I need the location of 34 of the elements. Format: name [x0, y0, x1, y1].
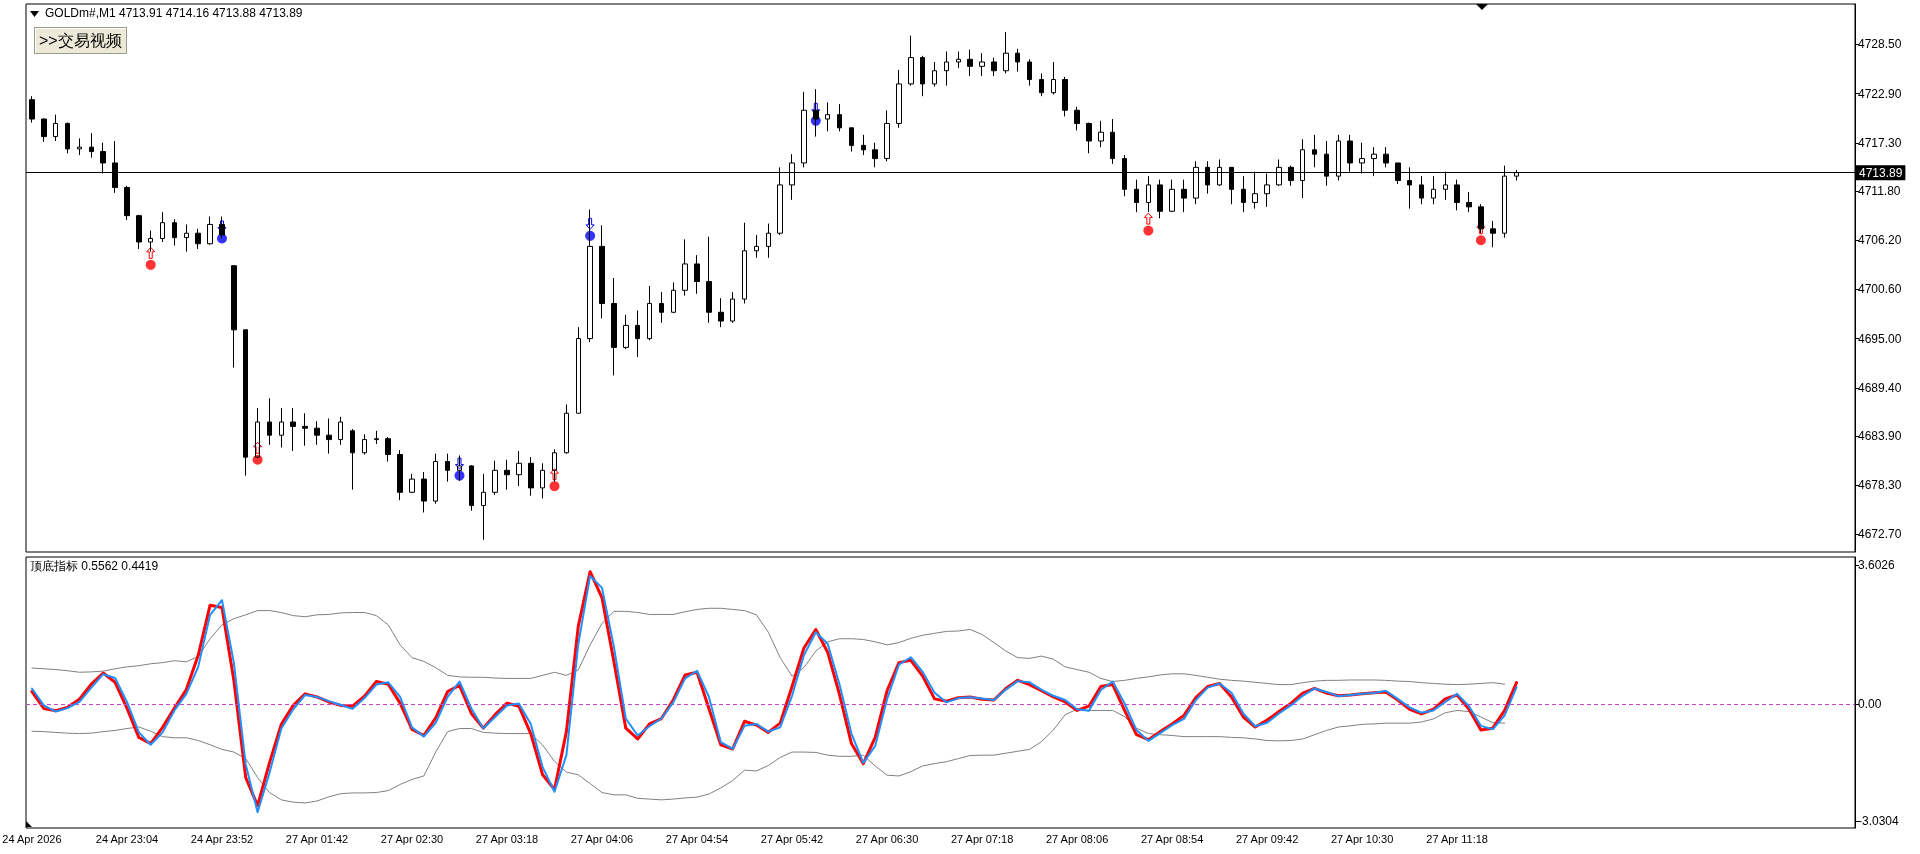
chart-title: 顶底指标 0.5562 0.4419	[30, 559, 159, 573]
y-tick-label: 4722.90	[1858, 86, 1902, 101]
y-tick-label: 4678.30	[1858, 478, 1902, 493]
x-tick-label: 27 Apr 09:42	[1235, 832, 1299, 845]
x-tick-label: 27 Apr 08:06	[1045, 832, 1109, 845]
x-tick-label: 27 Apr 01:42	[285, 832, 349, 845]
y-tick-label: 4706.20	[1858, 233, 1902, 248]
x-tick-label: 27 Apr 11:18	[1426, 832, 1488, 845]
y-tick-label: 4728.50	[1858, 37, 1902, 52]
x-tick-label: 27 Apr 05:42	[760, 832, 824, 845]
x-tick-label: 27 Apr 06:30	[855, 832, 919, 845]
ref-line-label: 4713.89	[1859, 165, 1903, 180]
y-tick-label: 3.6026	[1858, 558, 1896, 573]
x-tick-label: 27 Apr 07:18	[950, 832, 1014, 845]
y-tick-label: 4683.90	[1858, 429, 1902, 444]
y-tick-label: 4700.60	[1858, 282, 1902, 297]
y-tick-label: 0.00	[1858, 697, 1882, 712]
chart-title: GOLDm#,M1 4713.91 4714.16 4713.88 4713.89	[45, 6, 303, 20]
y-tick-label: 4711.80	[1858, 184, 1901, 199]
x-tick-label: 27 Apr 04:06	[570, 832, 634, 845]
x-tick-label: 24 Apr 2026	[2, 832, 62, 845]
y-tick-label: 4695.00	[1858, 331, 1902, 346]
x-tick-label: 24 Apr 23:52	[190, 832, 254, 845]
x-tick-label: 27 Apr 03:18	[475, 832, 539, 845]
y-tick-label: 4717.30	[1858, 135, 1902, 150]
button: >>交易视频	[34, 27, 127, 54]
x-tick-label: 27 Apr 08:54	[1140, 832, 1204, 845]
x-tick-label: 24 Apr 23:04	[95, 832, 159, 845]
x-tick-label: 27 Apr 10:30	[1330, 832, 1394, 845]
y-tick-label: -3.0304	[1858, 814, 1900, 829]
y-tick-label: 4672.70	[1858, 527, 1902, 542]
x-tick-label: 27 Apr 04:54	[665, 832, 729, 845]
y-tick-label: 4689.40	[1858, 380, 1902, 395]
x-tick-label: 27 Apr 02:30	[380, 832, 444, 845]
